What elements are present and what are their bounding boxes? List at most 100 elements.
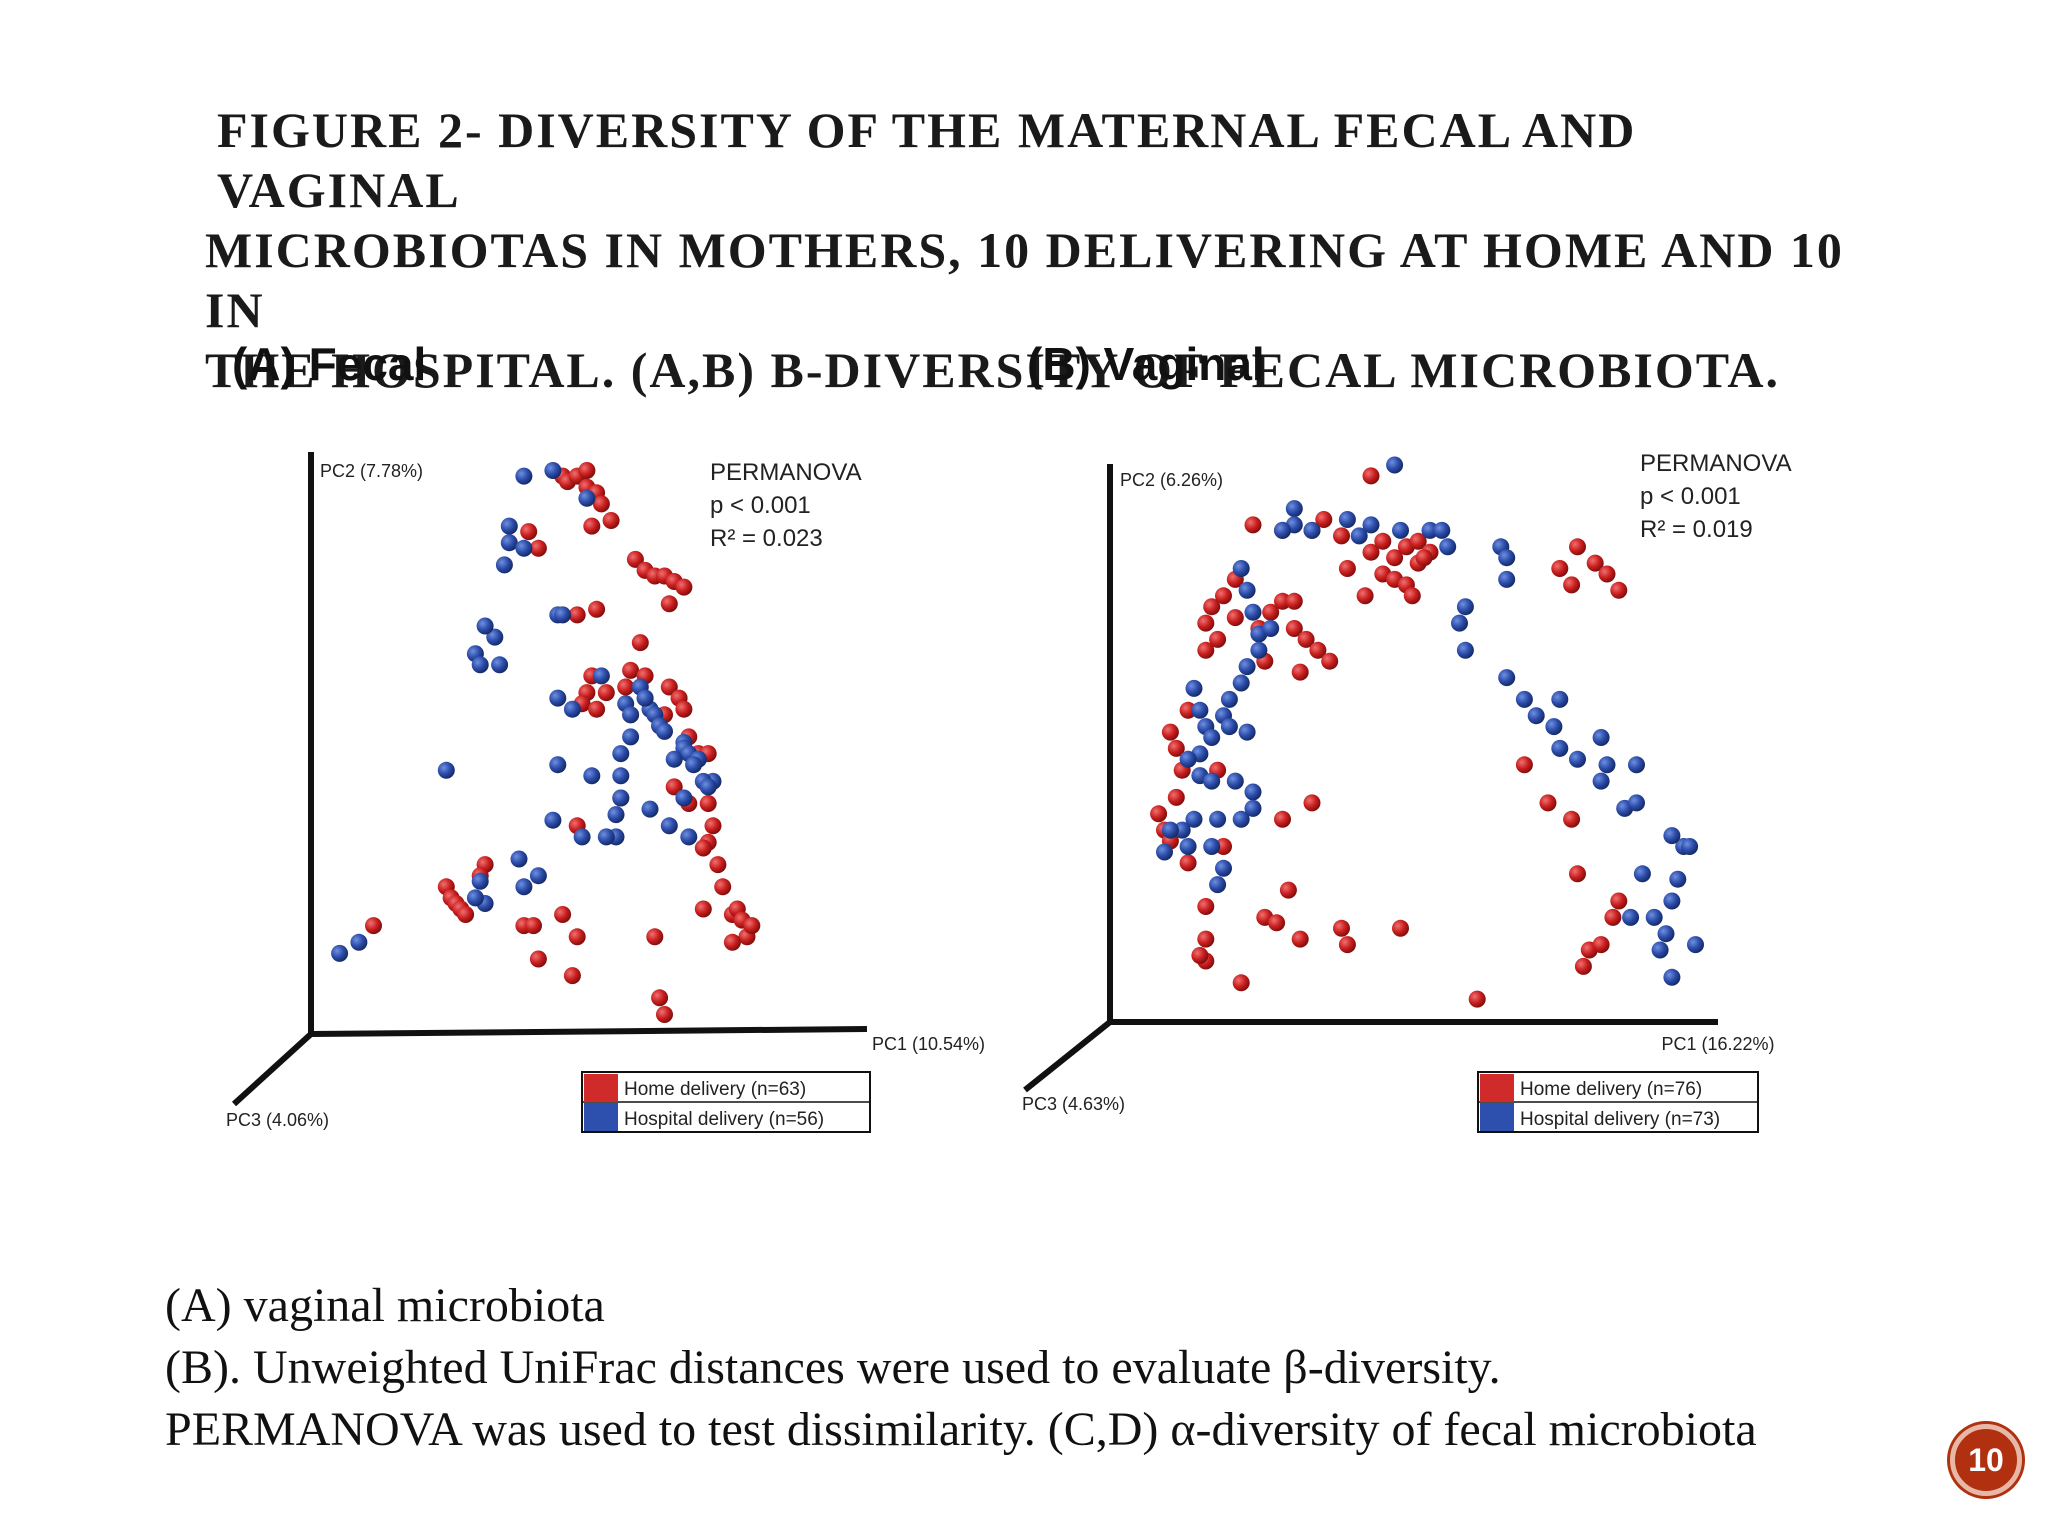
hospital-point-0-28	[641, 800, 659, 818]
hospital-point-0-9	[592, 667, 610, 685]
hospital-point-1-47	[1215, 859, 1232, 877]
home-point-0-26	[660, 678, 678, 696]
hospital-point-1-40	[1244, 799, 1262, 817]
hospital-point-1-75	[1628, 756, 1645, 774]
hospital-point-0-0	[515, 467, 533, 485]
hospital-point-1-65	[1651, 941, 1669, 959]
home-point-0-56	[651, 989, 669, 1007]
home-point-1-31	[1209, 630, 1227, 648]
hospital-point-0-53	[466, 889, 484, 907]
home-point-1-43	[1179, 701, 1197, 719]
home-point-1-71	[1604, 908, 1622, 926]
hospital-point-1-17	[1456, 641, 1474, 659]
home-point-0-46	[714, 878, 732, 896]
home-point-1-23	[1610, 581, 1628, 599]
home-point-0-16	[675, 578, 693, 596]
home-point-1-37	[1285, 620, 1303, 637]
home-point-1-7	[1374, 532, 1392, 550]
home-point-1-5	[1333, 527, 1350, 545]
hospital-point-1-57	[1569, 750, 1586, 768]
hospital-point-1-5	[1338, 511, 1356, 528]
hospital-point-1-44	[1173, 821, 1191, 839]
home-point-0-66	[568, 928, 586, 946]
home-point-0-63	[457, 906, 475, 923]
home-point-0-55	[656, 1006, 673, 1023]
hospital-point-1-1	[1285, 500, 1303, 518]
hospital-point-1-9	[1421, 521, 1439, 539]
hospital-point-1-50	[1161, 821, 1179, 839]
hospital-point-1-64	[1622, 908, 1640, 926]
hospital-point-0-27	[675, 789, 693, 807]
panel-b-legend-home-label: Home delivery (n=76)	[1520, 1079, 1702, 1100]
hospital-point-1-24	[1238, 658, 1256, 676]
home-point-1-17	[1338, 560, 1356, 577]
hospital-point-1-13	[1498, 549, 1516, 567]
hospital-point-0-32	[612, 745, 630, 763]
hospital-point-0-34	[612, 789, 630, 807]
home-point-1-68	[1539, 794, 1557, 812]
slide-caption: (A) vaginal microbiota (B). Unweighted U…	[165, 1275, 1915, 1461]
hospital-point-1-48	[1209, 876, 1227, 894]
home-point-1-70	[1569, 865, 1586, 883]
hospital-point-1-0	[1386, 456, 1404, 474]
panel-b-permanova-label: PERMANOVA	[1640, 450, 1792, 477]
home-point-1-51	[1215, 838, 1232, 855]
home-point-1-39	[1309, 641, 1327, 659]
hospital-point-0-15	[656, 722, 673, 740]
hospital-point-0-47	[437, 761, 455, 779]
hospital-point-0-43	[491, 656, 509, 674]
home-point-0-71	[563, 967, 581, 985]
hospital-point-1-59	[1598, 756, 1616, 774]
home-point-1-27	[1215, 587, 1232, 605]
hospital-point-1-37	[1203, 772, 1221, 790]
home-point-0-10	[529, 539, 547, 557]
hospital-point-0-6	[495, 556, 513, 574]
home-point-1-4	[1315, 511, 1333, 528]
hospital-point-1-45	[1179, 838, 1197, 855]
caption-line-1: (A) vaginal microbiota	[165, 1279, 605, 1332]
home-point-1-18	[1356, 587, 1374, 605]
home-point-1-24	[1551, 560, 1569, 577]
hospital-point-0-18	[622, 706, 640, 724]
title-line-1: FIGURE 2- DIVERSITY OF THE MATERNAL FECA…	[217, 102, 1637, 218]
home-point-1-61	[1197, 930, 1215, 948]
panel-b-legend: Home delivery (n=76) Hospital delivery (…	[1477, 1071, 1759, 1133]
home-point-1-28	[1203, 598, 1221, 616]
home-point-1-25	[1563, 576, 1581, 594]
panel-b-legend-hospital-swatch	[1480, 1103, 1514, 1131]
home-point-0-19	[568, 606, 586, 624]
home-point-1-72	[1610, 892, 1628, 910]
caption-line-3: PERMANOVA was used to test dissimilarity…	[165, 1403, 1757, 1456]
home-point-0-6	[592, 495, 610, 513]
hospital-point-0-37	[597, 828, 615, 846]
hospital-point-1-8	[1392, 521, 1409, 539]
hospital-point-0-50	[549, 756, 567, 774]
home-point-0-69	[554, 906, 572, 923]
title-line-2: MICROBIOTAS IN MOTHERS, 10 DELIVERING AT…	[205, 222, 1844, 338]
hospital-point-1-73	[1663, 827, 1681, 845]
home-point-1-74	[1574, 957, 1592, 975]
hospital-point-0-49	[573, 828, 591, 846]
home-point-0-54	[723, 933, 741, 951]
home-point-0-44	[694, 839, 712, 857]
home-point-0-24	[617, 678, 635, 696]
home-point-1-20	[1569, 538, 1586, 556]
hospital-point-1-49	[1156, 843, 1173, 861]
panel-a-legend: Home delivery (n=63) Hospital delivery (…	[581, 1071, 871, 1133]
home-point-1-50	[1179, 854, 1197, 872]
hospital-point-1-51	[1498, 669, 1516, 687]
panel-a-zlabel: PC3 (4.06%)	[226, 1110, 329, 1130]
hospital-point-0-22	[665, 750, 683, 768]
home-point-1-44	[1161, 723, 1179, 741]
home-point-0-45	[709, 856, 727, 874]
panel-a-title: (A) Fecal	[232, 338, 426, 390]
home-point-0-65	[525, 917, 542, 935]
home-point-1-41	[1291, 663, 1309, 681]
hospital-point-0-55	[515, 878, 533, 896]
panel-a-axis-pc3	[231, 1031, 314, 1107]
hospital-point-1-41	[1232, 810, 1250, 828]
home-point-0-35	[588, 700, 606, 718]
panel-a-permanova-label: PERMANOVA	[710, 459, 862, 486]
panel-a-p-value: p < 0.001	[710, 492, 811, 519]
hospital-point-1-71	[1669, 870, 1687, 888]
